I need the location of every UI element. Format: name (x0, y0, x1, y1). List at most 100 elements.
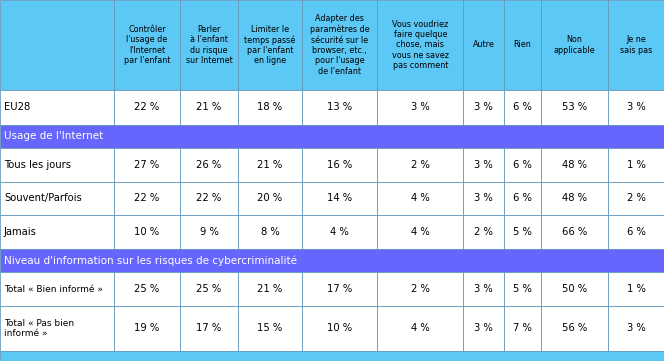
Text: Total « Pas bien
informé »: Total « Pas bien informé » (4, 319, 74, 338)
Text: 7 %: 7 % (513, 323, 532, 333)
Text: 4 %: 4 % (330, 227, 349, 237)
Bar (238, 90, 301, 125)
Bar (180, 182, 238, 215)
Bar (540, 0, 608, 90)
Bar (0, 351, 664, 361)
Bar (503, 182, 540, 215)
Text: Rien: Rien (513, 40, 531, 49)
Bar (238, 182, 301, 215)
Bar (114, 215, 180, 249)
Text: 3 %: 3 % (411, 102, 430, 112)
Bar (301, 90, 377, 125)
Text: 13 %: 13 % (327, 102, 352, 112)
Text: Limiter le
temps passé
par l'enfant
en ligne: Limiter le temps passé par l'enfant en l… (244, 25, 295, 65)
Bar (114, 273, 180, 306)
Text: 16 %: 16 % (327, 160, 352, 170)
Bar (0, 182, 114, 215)
Bar (301, 306, 377, 351)
Text: 21 %: 21 % (257, 160, 283, 170)
Text: 25 %: 25 % (197, 284, 222, 294)
Text: 27 %: 27 % (134, 160, 159, 170)
Bar (463, 215, 503, 249)
Text: Adapter des
paramètres de
sécurité sur le
browser, etc.,
pour l'usage
de l'enfan: Adapter des paramètres de sécurité sur l… (309, 14, 369, 76)
Text: 50 %: 50 % (562, 284, 587, 294)
Bar (301, 148, 377, 182)
Text: 10 %: 10 % (327, 323, 352, 333)
Bar (503, 306, 540, 351)
Bar (540, 182, 608, 215)
Text: 17 %: 17 % (327, 284, 352, 294)
Bar (377, 182, 463, 215)
Bar (0, 0, 114, 90)
Bar (608, 215, 664, 249)
Bar (608, 148, 664, 182)
Bar (238, 148, 301, 182)
Text: 2 %: 2 % (627, 193, 645, 204)
Bar (238, 215, 301, 249)
Bar (463, 148, 503, 182)
Bar (377, 215, 463, 249)
Text: 3 %: 3 % (474, 193, 493, 204)
Text: Tous les jours: Tous les jours (4, 160, 71, 170)
Bar (608, 306, 664, 351)
Text: Total « Bien informé »: Total « Bien informé » (4, 284, 103, 293)
Text: 8 %: 8 % (260, 227, 280, 237)
Bar (377, 148, 463, 182)
Text: 1 %: 1 % (627, 160, 645, 170)
Bar (0, 249, 664, 273)
Text: 4 %: 4 % (411, 193, 430, 204)
Bar (503, 215, 540, 249)
Text: EU28: EU28 (4, 102, 31, 112)
Bar (463, 306, 503, 351)
Bar (180, 90, 238, 125)
Text: 25 %: 25 % (134, 284, 159, 294)
Bar (180, 306, 238, 351)
Text: 3 %: 3 % (474, 323, 493, 333)
Text: 17 %: 17 % (197, 323, 222, 333)
Text: 5 %: 5 % (513, 284, 532, 294)
Bar (540, 90, 608, 125)
Bar (114, 90, 180, 125)
Text: 48 %: 48 % (562, 160, 587, 170)
Text: 21 %: 21 % (197, 102, 222, 112)
Bar (540, 306, 608, 351)
Text: 15 %: 15 % (257, 323, 283, 333)
Bar (238, 306, 301, 351)
Bar (238, 273, 301, 306)
Bar (114, 182, 180, 215)
Text: 2 %: 2 % (411, 160, 430, 170)
Text: 6 %: 6 % (513, 160, 532, 170)
Bar (0, 148, 114, 182)
Text: 3 %: 3 % (474, 160, 493, 170)
Text: 2 %: 2 % (411, 284, 430, 294)
Bar (608, 90, 664, 125)
Text: 6 %: 6 % (627, 227, 645, 237)
Text: 3 %: 3 % (474, 284, 493, 294)
Bar (180, 148, 238, 182)
Bar (0, 90, 114, 125)
Bar (463, 0, 503, 90)
Bar (0, 215, 114, 249)
Text: Vous voudriez
faire quelque
chose, mais
vous ne savez
pas comment: Vous voudriez faire quelque chose, mais … (392, 19, 449, 70)
Bar (180, 215, 238, 249)
Text: 19 %: 19 % (134, 323, 159, 333)
Text: 14 %: 14 % (327, 193, 352, 204)
Bar (180, 273, 238, 306)
Bar (0, 125, 664, 148)
Text: 9 %: 9 % (200, 227, 218, 237)
Bar (540, 273, 608, 306)
Text: 22 %: 22 % (197, 193, 222, 204)
Text: 66 %: 66 % (562, 227, 587, 237)
Bar (301, 215, 377, 249)
Bar (114, 0, 180, 90)
Bar (377, 306, 463, 351)
Text: 3 %: 3 % (627, 323, 645, 333)
Text: 20 %: 20 % (258, 193, 282, 204)
Text: Non
applicable: Non applicable (554, 35, 596, 55)
Text: 48 %: 48 % (562, 193, 587, 204)
Text: 4 %: 4 % (411, 323, 430, 333)
Bar (540, 215, 608, 249)
Text: 22 %: 22 % (134, 193, 159, 204)
Text: Jamais: Jamais (4, 227, 37, 237)
Text: Souvent/Parfois: Souvent/Parfois (4, 193, 82, 204)
